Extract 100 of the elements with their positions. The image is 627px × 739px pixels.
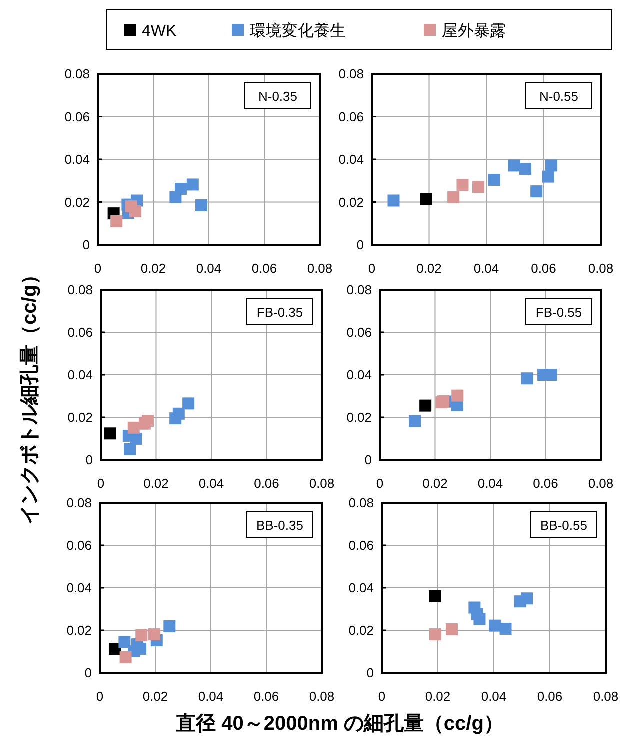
point bbox=[118, 636, 131, 648]
x-tick-label: 0 bbox=[378, 689, 386, 704]
y-tick-label: 0.06 bbox=[64, 109, 90, 124]
legend-label: 環境変化養生 bbox=[250, 22, 346, 40]
x-tick-label: 0.02 bbox=[140, 261, 166, 276]
y-tick-label: 0.02 bbox=[338, 194, 364, 210]
point bbox=[420, 193, 432, 206]
annotation: BB-0.55 bbox=[540, 518, 588, 533]
y-tick-label: 0.08 bbox=[68, 282, 93, 298]
point bbox=[409, 415, 422, 428]
x-tick-label: 0.06 bbox=[533, 476, 558, 491]
x-tick-label: 0.02 bbox=[425, 689, 451, 704]
annotation: FB-0.35 bbox=[256, 305, 304, 320]
y-tick-label: 0.02 bbox=[346, 410, 372, 425]
x-axis-title: 直径 40～2000nm の細孔量（cc/g） bbox=[175, 713, 504, 735]
x-tick-label: 0.06 bbox=[254, 689, 280, 704]
point bbox=[110, 215, 123, 228]
y-tick-label: 0.06 bbox=[346, 325, 372, 340]
point bbox=[521, 372, 534, 385]
point bbox=[174, 182, 187, 195]
x-tick-label: 0.04 bbox=[474, 261, 500, 276]
point bbox=[182, 398, 195, 410]
point bbox=[164, 620, 176, 632]
x-tick-label: 0.08 bbox=[309, 476, 335, 491]
point bbox=[448, 191, 460, 204]
y-tick-label: 0.04 bbox=[64, 152, 90, 167]
point bbox=[104, 428, 116, 440]
y-tick-label: 0.02 bbox=[348, 623, 374, 638]
y-tick-label: 0.02 bbox=[68, 410, 93, 425]
point bbox=[474, 613, 486, 626]
point bbox=[120, 651, 132, 664]
point bbox=[542, 170, 554, 183]
x-tick-label: 0.04 bbox=[198, 476, 224, 491]
x-tick-label: 0.02 bbox=[142, 689, 168, 704]
point bbox=[530, 186, 543, 198]
point bbox=[456, 179, 469, 192]
point bbox=[521, 592, 534, 605]
x-tick-label: 0.04 bbox=[481, 689, 507, 704]
point bbox=[452, 390, 464, 402]
y-axis-title: インクボトル細孔量（cc/g） bbox=[19, 264, 41, 526]
point bbox=[429, 590, 442, 602]
y-tick-label: 0 bbox=[356, 238, 364, 252]
y-tick-label: 0.06 bbox=[348, 538, 374, 553]
y-tick-label: 0.04 bbox=[68, 368, 93, 382]
point bbox=[420, 400, 432, 412]
y-tick-label: 0.08 bbox=[66, 496, 92, 510]
x-tick-label: 0.04 bbox=[478, 476, 504, 491]
y-tick-label: 0.04 bbox=[348, 580, 374, 596]
x-tick-label: 0.06 bbox=[254, 476, 280, 491]
legend-label: 屋外暴露 bbox=[442, 23, 506, 40]
annotation: BB-0.35 bbox=[256, 518, 304, 533]
point bbox=[508, 160, 520, 172]
y-tick-label: 0.02 bbox=[64, 194, 90, 210]
x-tick-label: 0.04 bbox=[198, 689, 224, 704]
point bbox=[545, 160, 558, 172]
x-tick-label: 0.02 bbox=[416, 261, 442, 276]
y-tick-label: 0 bbox=[364, 452, 372, 468]
x-tick-label: 0.06 bbox=[537, 689, 563, 704]
annotation: N-0.55 bbox=[539, 89, 579, 104]
x-tick-label: 0.08 bbox=[588, 261, 614, 276]
x-tick-label: 0.06 bbox=[252, 261, 278, 276]
x-tick-label: 0.08 bbox=[593, 689, 619, 704]
point bbox=[172, 408, 185, 420]
x-tick-label: 0.02 bbox=[422, 476, 448, 491]
y-tick-label: 0 bbox=[86, 452, 93, 468]
x-tick-label: 0.04 bbox=[196, 261, 222, 276]
y-tick-label: 0 bbox=[84, 666, 92, 680]
point bbox=[186, 178, 199, 191]
y-tick-label: 0.02 bbox=[66, 623, 92, 638]
point bbox=[148, 628, 160, 641]
point bbox=[472, 181, 484, 194]
y-tick-label: 0.08 bbox=[338, 66, 364, 82]
point bbox=[500, 623, 512, 636]
x-tick-label: 0.06 bbox=[531, 261, 556, 276]
point bbox=[388, 194, 400, 207]
y-tick-label: 0.04 bbox=[66, 580, 92, 596]
point bbox=[488, 174, 500, 186]
point bbox=[142, 415, 154, 428]
point bbox=[429, 628, 442, 641]
point bbox=[519, 163, 532, 176]
y-tick-label: 0.08 bbox=[346, 282, 372, 298]
point bbox=[124, 443, 136, 456]
y-tick-label: 0.04 bbox=[346, 368, 372, 382]
x-tick-label: 0.08 bbox=[309, 689, 335, 704]
y-tick-label: 0.08 bbox=[64, 66, 90, 82]
x-tick-label: 0 bbox=[376, 476, 384, 491]
y-tick-label: 0 bbox=[82, 238, 90, 252]
point bbox=[446, 623, 458, 636]
annotation: N-0.35 bbox=[258, 89, 298, 104]
point bbox=[196, 199, 208, 212]
x-tick-label: 0 bbox=[97, 476, 105, 491]
point bbox=[489, 620, 502, 632]
annotation: FB-0.55 bbox=[536, 305, 582, 320]
point bbox=[128, 422, 140, 434]
y-tick-label: 0.06 bbox=[66, 538, 92, 553]
x-tick-label: 0.02 bbox=[144, 476, 169, 491]
y-tick-label: 0.08 bbox=[348, 496, 374, 510]
x-tick-label: 0.08 bbox=[588, 476, 614, 491]
y-tick-label: 0.04 bbox=[338, 152, 364, 167]
y-tick-label: 0.06 bbox=[338, 109, 364, 124]
